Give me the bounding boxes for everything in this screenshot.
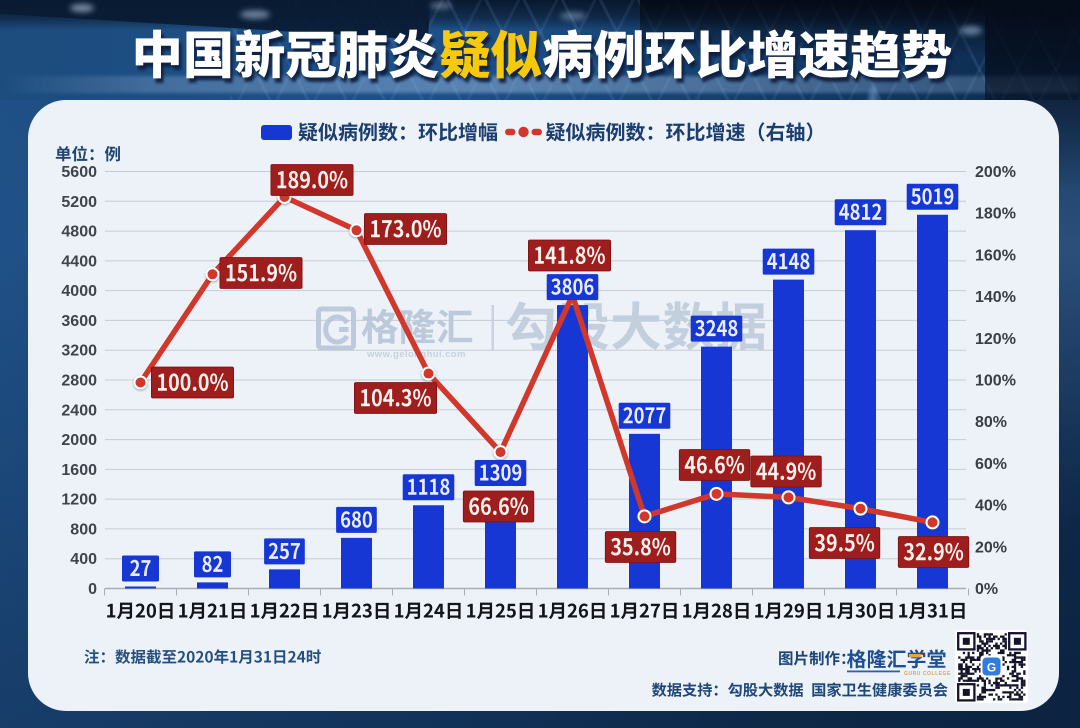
svg-text:0%: 0% bbox=[975, 581, 998, 598]
svg-text:120%: 120% bbox=[975, 331, 1016, 348]
svg-text:www.gelonghui.com: www.gelonghui.com bbox=[366, 349, 466, 360]
svg-text:800: 800 bbox=[70, 521, 97, 538]
svg-text:180%: 180% bbox=[975, 206, 1016, 223]
svg-text:1200: 1200 bbox=[61, 492, 97, 509]
svg-text:4400: 4400 bbox=[61, 253, 97, 270]
svg-text:2000: 2000 bbox=[61, 432, 97, 449]
svg-text:5600: 5600 bbox=[61, 164, 97, 181]
svg-text:4800: 4800 bbox=[61, 224, 97, 241]
svg-text:0: 0 bbox=[88, 581, 97, 598]
svg-text:40%: 40% bbox=[975, 498, 1007, 515]
svg-text:3200: 3200 bbox=[61, 343, 97, 360]
svg-text:GURU COLLEGE: GURU COLLEGE bbox=[904, 671, 951, 677]
svg-text:400: 400 bbox=[70, 551, 97, 568]
svg-text:80%: 80% bbox=[975, 414, 1007, 431]
svg-text:140%: 140% bbox=[975, 289, 1016, 306]
svg-text:3600: 3600 bbox=[61, 313, 97, 330]
svg-text:60%: 60% bbox=[975, 456, 1007, 473]
svg-text:200%: 200% bbox=[975, 164, 1016, 181]
svg-text:20%: 20% bbox=[975, 539, 1007, 556]
svg-text:1600: 1600 bbox=[61, 462, 97, 479]
svg-text:5200: 5200 bbox=[61, 194, 97, 211]
svg-text:4000: 4000 bbox=[61, 283, 97, 300]
svg-text:G: G bbox=[987, 661, 996, 675]
svg-text:2400: 2400 bbox=[61, 402, 97, 419]
svg-text:100%: 100% bbox=[975, 373, 1016, 390]
svg-text:160%: 160% bbox=[975, 247, 1016, 264]
svg-text:2800: 2800 bbox=[61, 373, 97, 390]
